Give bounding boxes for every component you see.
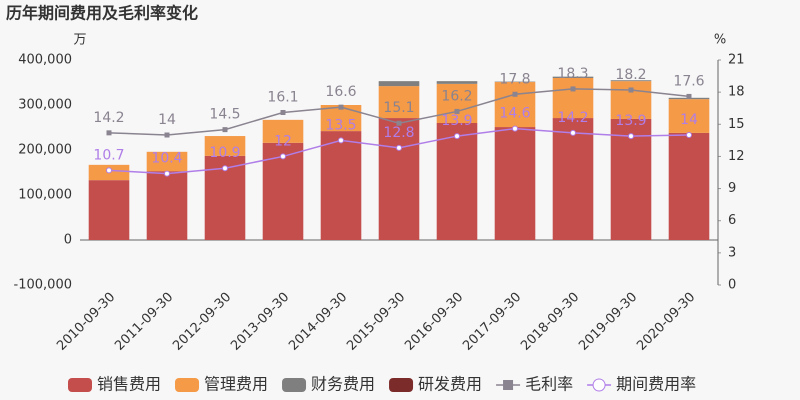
data-label: 14.2 [93,110,124,126]
legend-label[interactable]: 研发费用 [418,375,482,394]
legend-label[interactable]: 毛利率 [525,375,573,394]
legend-swatch[interactable] [175,378,200,392]
data-label: 10.9 [209,145,240,161]
bar-segment [436,83,478,123]
legend-swatch[interactable] [389,378,414,392]
data-label: 17.6 [673,73,704,89]
bar-segment [436,81,478,84]
y2-tick-label: 21 [728,53,745,68]
marker [512,125,518,132]
y2-tick-label: 12 [728,149,745,164]
y2-tick-label: 0 [728,278,736,293]
y-tick-label: 200,000 [18,143,72,158]
y-axis-label: 万 [73,33,86,48]
bar-segment [668,132,710,240]
bar-segment [610,81,652,119]
bar-segment [378,118,420,240]
data-label: 10.4 [151,151,182,167]
bar-segment [262,119,304,143]
bar-segment [436,123,478,240]
y-tick-label: 300,000 [18,98,72,113]
marker [570,129,576,136]
marker [628,133,634,140]
data-label: 18.3 [557,66,588,82]
marker [280,153,286,160]
legend-swatch[interactable] [282,378,307,392]
marker [164,170,170,177]
data-label: 14.5 [209,107,240,123]
bar-segment [552,76,594,78]
marker [280,110,286,115]
marker [686,93,692,99]
data-label: 12 [274,133,292,149]
bar-segment [552,118,594,240]
legend-label[interactable]: 销售费用 [97,375,161,394]
y2-tick-label: 18 [728,85,745,100]
legend-swatch[interactable] [68,378,92,392]
data-label: 18.2 [615,67,646,83]
marker [222,165,228,172]
data-label: 13.9 [615,113,646,129]
legend-label[interactable]: 管理费用 [204,375,268,394]
data-label: 14 [680,112,698,128]
bar-segment [146,151,188,172]
bar-segment [494,82,536,128]
bar-segment [204,136,246,156]
y-tick-label: 0 [64,233,72,248]
marker [454,108,460,114]
data-label: 17.8 [499,71,530,87]
marker [686,132,692,138]
marker [396,120,402,126]
y2-tick-label: 3 [728,245,736,260]
marker [628,87,634,93]
data-label: 16.1 [267,90,298,106]
bar-segment [88,180,130,240]
marker [222,127,228,133]
bar-segment [378,81,420,87]
data-label: 14 [158,112,176,128]
data-label: 12.8 [383,125,414,141]
bar-segment [378,86,420,119]
legend-label[interactable]: 财务费用 [311,375,375,394]
data-label: 16.6 [325,84,356,100]
marker [454,133,460,140]
marker [338,104,344,110]
marker [338,137,344,144]
bar-segment [552,78,594,119]
data-label: 16.2 [441,88,472,104]
bar-segment [610,80,652,82]
y-tick-label: -100,000 [14,278,72,293]
bar-segment [146,171,188,240]
data-label: 13.9 [441,113,472,129]
y2-tick-label: 15 [728,117,745,132]
data-label: 14.6 [499,106,530,122]
bar-segment [494,127,536,240]
data-label: 15.1 [383,100,414,116]
y-tick-label: 100,000 [18,188,72,203]
legend-marker[interactable] [592,378,606,392]
data-label: 10.7 [93,147,124,163]
marker [512,91,518,97]
legend-marker[interactable] [503,380,514,390]
y-tick-label: 400,000 [18,53,72,68]
y2-axis-label: % [714,33,726,48]
legend-label[interactable]: 期间费用率 [616,375,696,394]
chart-title: 历年期间费用及毛利率变化 [6,4,198,23]
marker [106,130,112,136]
marker [106,167,112,174]
bar-segment [320,131,362,240]
data-label: 13.5 [325,117,356,133]
bar-segment [610,118,652,240]
marker [570,86,576,92]
data-label: 14.2 [557,110,588,126]
y2-tick-label: 9 [728,181,736,196]
marker [164,132,170,138]
marker [396,144,402,151]
y2-tick-label: 6 [728,213,736,228]
bar-segment [668,99,710,133]
